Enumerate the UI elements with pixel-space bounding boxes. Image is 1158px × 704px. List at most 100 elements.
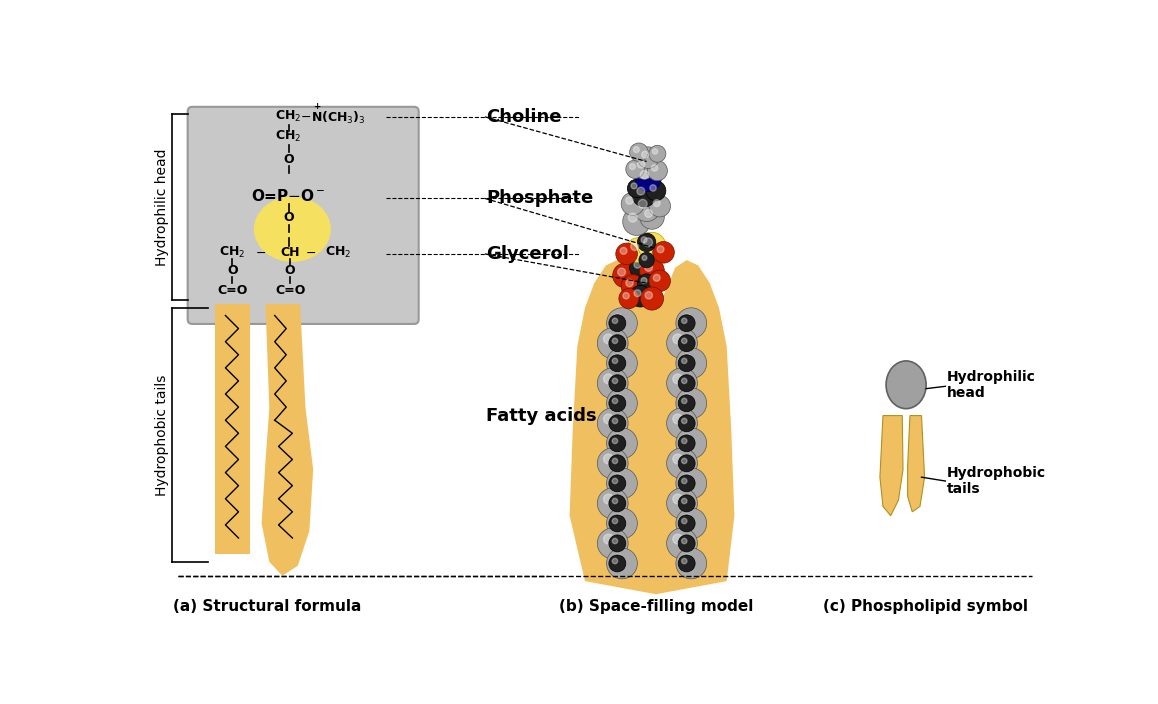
Circle shape — [613, 354, 623, 364]
Circle shape — [607, 348, 637, 379]
Polygon shape — [215, 304, 250, 554]
Circle shape — [607, 468, 637, 498]
Circle shape — [638, 232, 666, 260]
Circle shape — [609, 495, 625, 512]
Circle shape — [630, 285, 651, 307]
Text: (b) Space-filling model: (b) Space-filling model — [558, 599, 753, 614]
Text: $\mathregular{\overset{+}{N}}$(CH$_3$)$_3$: $\mathregular{\overset{+}{N}}$(CH$_3$)$_… — [312, 102, 366, 125]
Circle shape — [682, 498, 687, 503]
Circle shape — [667, 367, 697, 398]
Circle shape — [673, 374, 682, 384]
Circle shape — [682, 354, 691, 364]
Text: CH$_2$: CH$_2$ — [325, 245, 352, 260]
Circle shape — [637, 161, 645, 168]
Circle shape — [673, 414, 682, 424]
Circle shape — [682, 518, 687, 524]
Text: O: O — [227, 264, 237, 277]
Circle shape — [650, 184, 657, 191]
Circle shape — [621, 275, 644, 298]
Text: CH$_2$: CH$_2$ — [276, 109, 302, 125]
Circle shape — [679, 415, 695, 432]
Text: $-$: $-$ — [306, 246, 316, 259]
Text: Hydrophilic head: Hydrophilic head — [154, 149, 169, 266]
Text: CH$_2$: CH$_2$ — [276, 130, 302, 144]
Circle shape — [613, 263, 637, 288]
Circle shape — [621, 192, 644, 215]
Circle shape — [613, 398, 617, 403]
Circle shape — [645, 210, 652, 218]
Circle shape — [613, 434, 623, 444]
Circle shape — [609, 475, 625, 492]
Circle shape — [630, 163, 636, 170]
Circle shape — [646, 181, 666, 201]
Circle shape — [621, 247, 626, 254]
Circle shape — [682, 514, 691, 524]
Circle shape — [642, 277, 647, 284]
Circle shape — [631, 243, 638, 251]
Text: Hydrophobic tails: Hydrophobic tails — [154, 374, 169, 496]
Circle shape — [613, 554, 623, 564]
Circle shape — [633, 290, 640, 296]
Text: Hydrophobic
tails: Hydrophobic tails — [947, 466, 1046, 496]
Circle shape — [682, 478, 687, 484]
Circle shape — [679, 334, 695, 352]
Circle shape — [637, 147, 659, 168]
Circle shape — [613, 458, 617, 464]
Circle shape — [609, 315, 625, 332]
Circle shape — [638, 199, 647, 208]
Circle shape — [598, 528, 628, 559]
Text: O: O — [284, 153, 294, 165]
Circle shape — [635, 165, 661, 191]
Circle shape — [648, 270, 670, 291]
Ellipse shape — [254, 196, 331, 262]
Text: Choline: Choline — [486, 108, 562, 126]
Circle shape — [652, 165, 658, 171]
Circle shape — [653, 241, 674, 263]
Polygon shape — [908, 415, 924, 512]
Circle shape — [609, 435, 625, 452]
Circle shape — [598, 367, 628, 398]
Circle shape — [613, 314, 623, 324]
Circle shape — [598, 488, 628, 519]
Circle shape — [598, 448, 628, 479]
Circle shape — [640, 287, 664, 310]
Circle shape — [613, 498, 617, 503]
Circle shape — [609, 455, 625, 472]
Circle shape — [679, 555, 695, 572]
Circle shape — [653, 200, 660, 206]
Text: CH: CH — [280, 246, 300, 259]
Circle shape — [667, 528, 697, 559]
Circle shape — [598, 328, 628, 358]
Circle shape — [632, 156, 655, 180]
Circle shape — [613, 514, 623, 524]
Circle shape — [642, 256, 647, 260]
Circle shape — [679, 315, 695, 332]
Circle shape — [632, 194, 660, 222]
Circle shape — [648, 196, 670, 217]
Circle shape — [667, 408, 697, 439]
Circle shape — [625, 238, 651, 263]
Circle shape — [639, 258, 665, 283]
Circle shape — [603, 534, 614, 544]
Circle shape — [653, 275, 660, 282]
Circle shape — [613, 518, 617, 524]
Circle shape — [609, 515, 625, 532]
Circle shape — [679, 435, 695, 452]
Circle shape — [633, 146, 639, 153]
Text: (a) Structural formula: (a) Structural formula — [173, 599, 361, 614]
Circle shape — [603, 494, 614, 504]
Circle shape — [609, 415, 625, 432]
Circle shape — [644, 238, 653, 246]
Circle shape — [647, 161, 667, 181]
Circle shape — [609, 535, 625, 552]
Circle shape — [607, 308, 637, 339]
Circle shape — [623, 208, 651, 235]
Circle shape — [682, 554, 691, 564]
Circle shape — [645, 291, 652, 299]
Circle shape — [613, 558, 617, 564]
Circle shape — [676, 548, 706, 579]
Circle shape — [607, 548, 637, 579]
Circle shape — [613, 418, 617, 424]
Circle shape — [613, 338, 617, 344]
Circle shape — [630, 143, 648, 161]
